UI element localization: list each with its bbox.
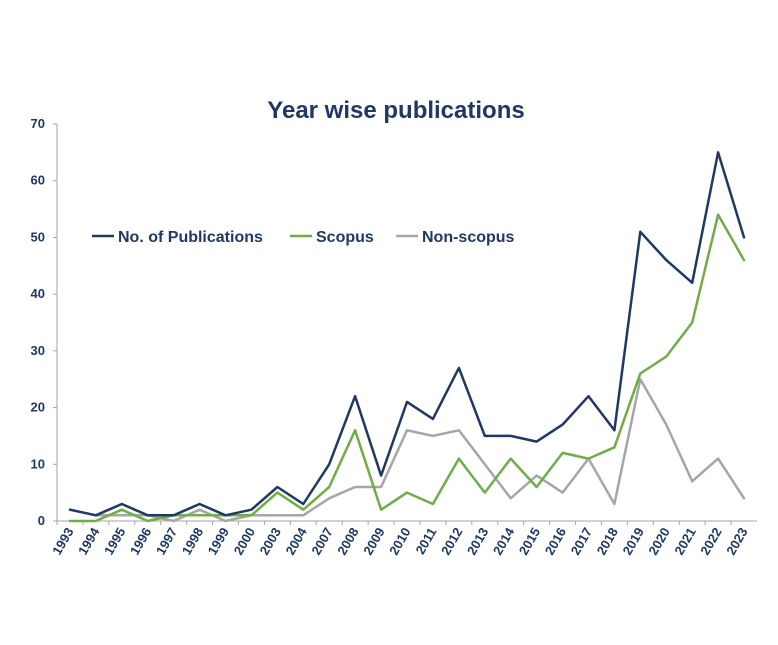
series-line-scopus [68,213,746,523]
y-tick-label: 50 [31,229,45,244]
legend: No. of Publications Scopus Non-scopus [92,229,515,246]
x-tick-label: 2023 [723,525,750,558]
y-tick-label: 0 [38,513,45,528]
x-tick-label: 2018 [594,525,621,558]
x-tick-label: 1993 [49,525,76,558]
legend-label: Scopus [316,229,374,246]
x-tick-label: 1999 [205,525,232,558]
x-tick-label: 2015 [516,525,543,558]
legend-label: Non-scopus [422,229,515,246]
x-tick-label: 1998 [179,525,206,558]
x-tick-label: 2011 [412,525,439,557]
x-tick-label: 1994 [75,524,103,557]
x-tick-label: 1995 [101,525,128,558]
chart-title: Year wise publications [267,97,524,124]
x-tick-label: 2008 [334,525,361,558]
x-tick-label: 2004 [282,524,310,557]
x-tick-label: 2017 [568,525,595,558]
x-tick-label: 2014 [490,524,518,557]
series-line-no-of-publications [68,151,746,517]
x-tick-label: 2007 [308,525,335,558]
x-tick-label: 2022 [697,525,724,558]
y-tick-label: 10 [31,456,45,471]
x-tick-label: 1996 [127,525,154,558]
axes [56,124,757,522]
series-lines [68,151,746,523]
x-tick-label: 2012 [438,525,465,558]
x-tick-label: 2009 [360,525,387,558]
x-tick-label: 2010 [386,525,413,558]
x-tick-label: 2000 [231,525,258,558]
x-tick-label: 2021 [671,525,698,558]
y-tick-label: 30 [31,343,45,358]
series-line-non-scopus [68,377,746,523]
y-axis-ticks: 0 10 20 30 40 50 60 70 [31,116,57,528]
y-tick-label: 20 [31,400,45,415]
x-tick-label: 2003 [257,525,284,558]
x-tick-label: 2019 [619,525,646,558]
x-tick-label: 1997 [153,525,180,558]
x-tick-label: 2013 [464,525,491,558]
x-tick-label: 2016 [542,525,569,558]
legend-label: No. of Publications [118,229,263,246]
x-axis-ticks: 1993199419951996199719981999200020032004… [49,521,751,558]
y-tick-label: 70 [31,116,45,131]
x-tick-label: 2020 [645,525,672,558]
y-tick-label: 60 [31,173,45,188]
y-tick-label: 40 [31,286,45,301]
